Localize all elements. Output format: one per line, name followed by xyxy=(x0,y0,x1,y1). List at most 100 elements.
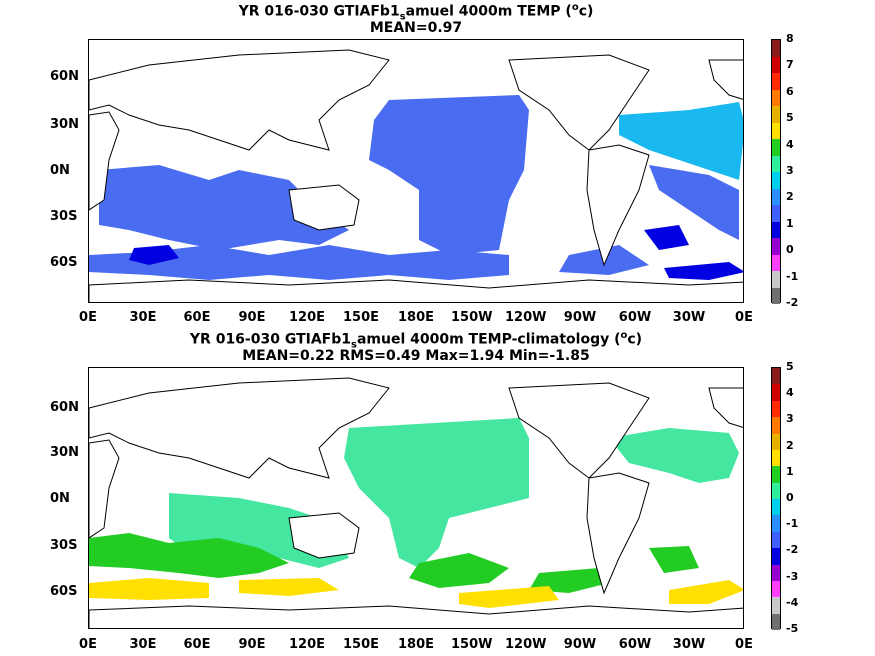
top-indian-patch xyxy=(99,165,349,250)
colorbar-label: -2 xyxy=(786,296,799,309)
top-xtick-2: 60E xyxy=(183,310,211,325)
colorbar-segment xyxy=(772,564,780,581)
bottom-xtick-8: 120W xyxy=(505,637,547,652)
top-deep-1 xyxy=(129,245,179,265)
top-xtick-11: 30W xyxy=(672,310,706,325)
colorbar-label: 3 xyxy=(786,164,794,177)
top-xtick-4: 120E xyxy=(288,310,326,325)
bottom-xtick-11: 30W xyxy=(672,637,706,652)
bottom-pacific-green xyxy=(409,553,509,588)
top-xtick-1: 30E xyxy=(129,310,157,325)
top-ytick-0N: 0N xyxy=(50,163,70,178)
bottom-map-svg xyxy=(89,377,743,628)
colorbar-segment xyxy=(772,499,780,516)
colorbar-segment xyxy=(772,287,780,304)
colorbar-segment xyxy=(772,271,780,288)
colorbar-segment xyxy=(772,384,780,401)
colorbar-label: 1 xyxy=(786,216,794,230)
top-xtick-7: 150W xyxy=(451,310,493,325)
colorbar-label: 5 xyxy=(786,360,794,373)
bottom-title: YR 016-030 GTIAFb1samuel 4000m TEMP-clim… xyxy=(189,330,643,351)
colorbar-segment xyxy=(772,155,780,172)
colorbar-segment xyxy=(772,613,780,630)
colorbar-label: 2 xyxy=(786,190,794,204)
colorbar-segment xyxy=(772,122,780,139)
top-xtick-6: 180E xyxy=(397,310,435,325)
colorbar-label: -2 xyxy=(786,543,799,557)
bottom-ytick-0N: 0N xyxy=(50,491,70,506)
top-title: YR 016-030 GTIAFb1samuel 4000m TEMP (oc) xyxy=(238,2,594,23)
top-xtick-0: 0E xyxy=(79,310,97,325)
bottom-xtick-10: 60W xyxy=(618,637,652,652)
bottom-panel: YR 016-030 GTIAFb1samuel 4000m TEMP-clim… xyxy=(0,328,875,656)
colorbar-label: 8 xyxy=(786,32,794,45)
bottom-ytick-30S: 30S xyxy=(50,538,78,553)
top-xtick-8: 120W xyxy=(505,310,547,325)
bottom-xtick-4: 120E xyxy=(288,637,326,652)
colorbar-label: 2 xyxy=(786,438,794,452)
bottom-north-america xyxy=(508,382,650,479)
colorbar-segment xyxy=(772,205,780,222)
colorbar-segment xyxy=(772,417,780,434)
colorbar-segment xyxy=(772,40,780,57)
colorbar-label: -5 xyxy=(786,622,799,635)
bottom-xtick-6: 180E xyxy=(397,637,435,652)
colorbar-segment xyxy=(772,56,780,73)
bottom-colorbar xyxy=(771,367,781,630)
bottom-xtick-9: 90W xyxy=(563,637,597,652)
top-africa xyxy=(89,111,120,211)
bottom-xtick-0: 0E xyxy=(79,637,97,652)
colorbar-segment xyxy=(772,368,780,385)
top-eurasia xyxy=(89,49,390,151)
colorbar-segment xyxy=(772,254,780,271)
top-southern-patch xyxy=(89,245,509,280)
colorbar-label: 4 xyxy=(786,386,794,400)
top-xtick-10: 60W xyxy=(618,310,652,325)
top-map xyxy=(88,39,744,303)
colorbar-segment xyxy=(772,515,780,532)
colorbar-label: 7 xyxy=(786,58,794,72)
bottom-antarctica xyxy=(89,605,743,628)
colorbar-label: 4 xyxy=(786,137,794,151)
bottom-xtick-3: 90E xyxy=(238,637,266,652)
colorbar-segment xyxy=(772,449,780,467)
bottom-xtick-7: 150W xyxy=(451,637,493,652)
top-atlantic-main xyxy=(649,165,739,240)
top-ytick-60N: 60N xyxy=(50,69,79,84)
bottom-africa xyxy=(89,439,120,539)
top-xtick-3: 90E xyxy=(238,310,266,325)
bottom-south-america xyxy=(586,472,650,595)
bottom-ytick-60N: 60N xyxy=(50,400,79,415)
colorbar-label: -1 xyxy=(786,517,799,531)
bottom-ytick-60S: 60S xyxy=(50,584,78,599)
top-xtick-9: 90W xyxy=(563,310,597,325)
colorbar-label: 5 xyxy=(786,111,794,125)
bottom-xtick-12: 0E xyxy=(735,637,753,652)
bottom-south-yellow-4 xyxy=(669,580,743,604)
top-atlantic-light xyxy=(619,102,743,180)
colorbar-segment xyxy=(772,482,780,499)
colorbar-segment xyxy=(772,73,780,90)
bottom-south-yellow-3 xyxy=(459,586,559,608)
colorbar-segment xyxy=(772,221,780,238)
top-south-america xyxy=(586,144,650,267)
colorbar-label: -3 xyxy=(786,569,799,583)
bottom-coastlines xyxy=(89,377,743,628)
bottom-atl2-green xyxy=(649,546,699,573)
colorbar-label: -4 xyxy=(786,595,799,609)
top-map-svg xyxy=(89,49,743,302)
colorbar-segment xyxy=(772,548,780,565)
colorbar-segment xyxy=(772,597,780,614)
top-stats: MEAN=0.97 xyxy=(369,20,463,36)
bottom-xtick-2: 60E xyxy=(183,637,211,652)
top-colorbar xyxy=(771,39,781,304)
top-north-america xyxy=(508,54,650,151)
top-xtick-12: 0E xyxy=(735,310,753,325)
colorbar-label: 3 xyxy=(786,412,794,426)
colorbar-segment xyxy=(772,188,780,205)
bottom-pacific-patch xyxy=(344,418,529,568)
colorbar-segment xyxy=(772,400,780,418)
colorbar-segment xyxy=(772,466,780,483)
colorbar-segment xyxy=(772,172,780,189)
colorbar-label: 0 xyxy=(786,491,794,504)
